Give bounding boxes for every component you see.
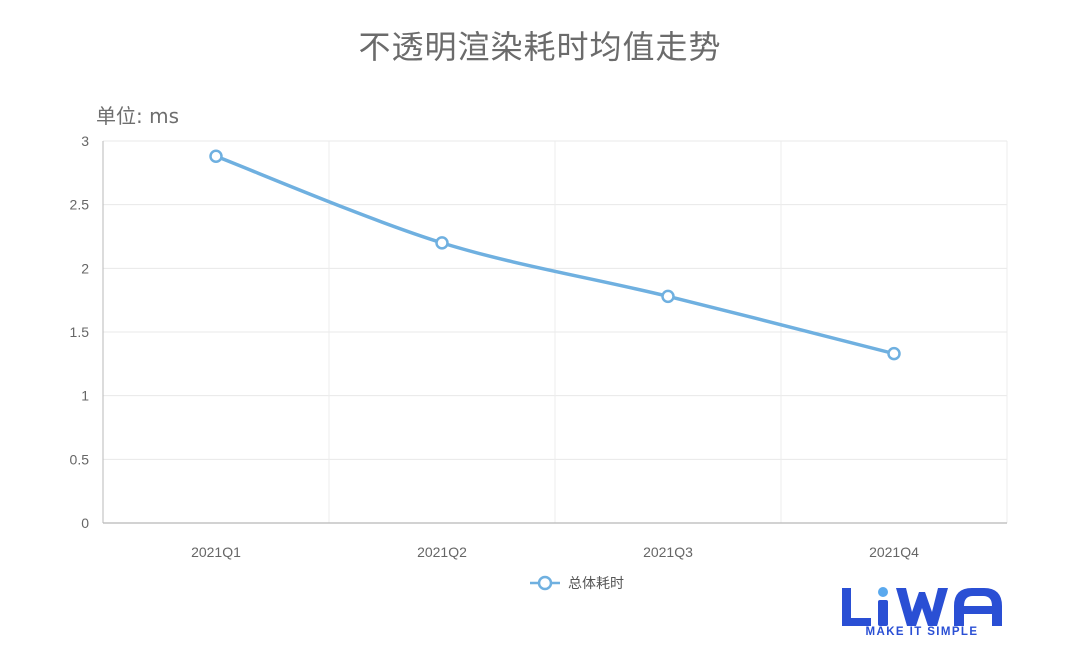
chart-grid (102, 140, 1008, 524)
x-tick-label: 2021Q1 (191, 544, 241, 560)
logo-tagline: MAKE IT SIMPLE (865, 626, 979, 638)
y-tick-label: 1 (81, 388, 89, 404)
liwa-logo (842, 587, 1002, 626)
data-point (435, 236, 449, 250)
chart-series (209, 149, 901, 361)
chart-legend: 总体耗时 (530, 575, 624, 592)
x-tick-label: 2021Q4 (869, 544, 919, 560)
chart-title: 不透明渲染耗时均值走势 (358, 28, 722, 66)
x-axis-ticks: 2021Q1 2021Q2 2021Q3 2021Q4 (191, 544, 919, 560)
legend-point-marker (537, 575, 553, 591)
legend-label: 总体耗时 (568, 576, 624, 592)
data-point (209, 149, 223, 164)
x-tick-label: 2021Q2 (417, 544, 467, 560)
y-axis-unit-label: 单位: ms (96, 104, 179, 128)
y-tick-label: 0 (81, 515, 89, 531)
y-tick-label: 1.5 (70, 324, 90, 340)
y-axis-ticks: 0 0.5 1 1.5 2 2.5 3 (70, 133, 90, 531)
x-tick-label: 2021Q3 (643, 544, 693, 560)
series-line (215, 154, 895, 356)
data-point (661, 289, 675, 304)
y-tick-label: 2 (81, 260, 89, 276)
y-tick-label: 3 (81, 133, 89, 149)
y-tick-label: 0.5 (70, 451, 90, 467)
y-tick-label: 2.5 (70, 197, 90, 213)
data-point (887, 346, 901, 361)
